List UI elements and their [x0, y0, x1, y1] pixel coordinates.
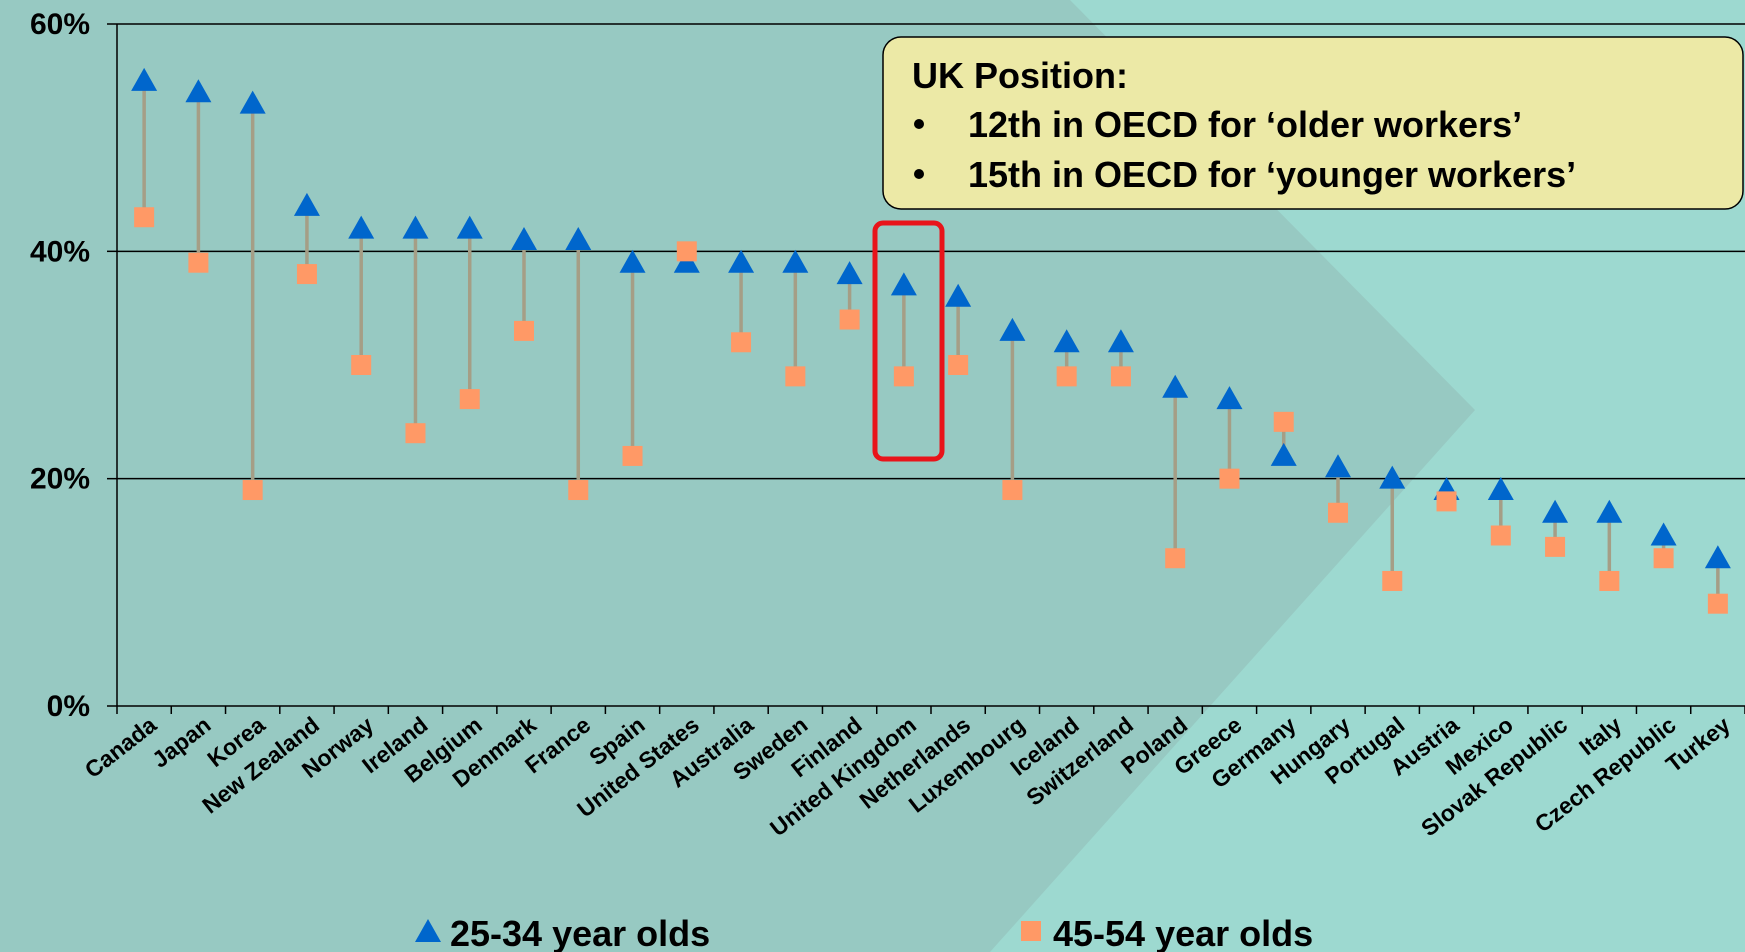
- square-marker: [622, 445, 643, 466]
- bullet: [914, 169, 924, 179]
- triangle-marker: [1270, 442, 1297, 466]
- triangle-marker: [1379, 465, 1406, 489]
- square-marker: [405, 423, 426, 444]
- annotation-item: 15th in OECD for ‘younger workers’: [968, 154, 1576, 195]
- y-tick-label: 60%: [30, 8, 90, 41]
- square-marker: [1545, 536, 1566, 557]
- triangle-marker: [239, 90, 266, 114]
- annotation-item: 12th in OECD for ‘older workers’: [968, 104, 1522, 145]
- triangle-marker: [293, 192, 320, 216]
- square-marker: [1165, 548, 1186, 569]
- y-tick-label: 20%: [30, 463, 90, 496]
- triangle-marker: [348, 215, 375, 239]
- triangle-marker: [1542, 499, 1569, 523]
- triangle-marker: [511, 226, 537, 250]
- square-marker: [459, 389, 480, 410]
- square-marker: [242, 480, 263, 501]
- square-marker: [1110, 366, 1131, 387]
- triangle-marker: [1053, 329, 1080, 353]
- square-marker: [1707, 593, 1728, 614]
- square-marker: [676, 241, 697, 262]
- square-marker: [1328, 502, 1348, 523]
- legend-marker: [415, 919, 441, 942]
- square-marker: [188, 252, 209, 273]
- triangle-marker: [999, 317, 1026, 341]
- triangle-marker: [185, 79, 212, 103]
- square-marker: [1002, 480, 1023, 501]
- triangle-marker: [1596, 499, 1623, 523]
- y-tick-label: 0%: [47, 690, 90, 723]
- triangle-marker: [1107, 329, 1134, 353]
- annotation-title: UK Position:: [912, 55, 1128, 96]
- triangle-marker: [619, 249, 646, 273]
- triangle-marker: [1704, 545, 1731, 569]
- square-marker: [296, 264, 317, 285]
- highlight-box: [872, 220, 945, 462]
- square-marker: [1490, 525, 1511, 546]
- annotation-box: [882, 36, 1744, 210]
- triangle-marker: [836, 261, 863, 285]
- triangle-marker: [1325, 454, 1351, 478]
- legend-label: 25-34 year olds: [450, 913, 710, 952]
- triangle-marker: [782, 249, 809, 273]
- square-marker: [839, 309, 860, 330]
- square-marker: [1056, 366, 1077, 387]
- triangle-marker: [565, 226, 592, 250]
- triangle-marker: [1650, 522, 1677, 546]
- square-marker: [1382, 570, 1403, 591]
- square-marker: [1219, 468, 1240, 489]
- triangle-marker: [945, 283, 972, 307]
- legend-label: 45-54 year olds: [1053, 913, 1313, 952]
- triangle-marker: [402, 215, 429, 239]
- bullet: [914, 119, 924, 129]
- square-marker: [568, 480, 589, 501]
- triangle-marker: [1162, 374, 1189, 398]
- square-marker: [1273, 411, 1294, 432]
- square-marker: [731, 332, 752, 353]
- legend-marker: [1021, 921, 1041, 941]
- square-marker: [1436, 491, 1457, 512]
- square-marker: [134, 207, 155, 228]
- square-marker: [351, 355, 372, 375]
- square-marker: [1599, 570, 1620, 591]
- square-marker: [785, 366, 806, 387]
- triangle-marker: [1487, 477, 1514, 501]
- square-marker: [514, 320, 534, 341]
- triangle-marker: [131, 67, 158, 91]
- y-tick-label: 40%: [30, 235, 90, 268]
- square-marker: [948, 355, 969, 375]
- triangle-marker: [456, 215, 483, 239]
- square-marker: [893, 366, 914, 387]
- triangle-marker: [728, 249, 755, 273]
- triangle-marker: [1216, 386, 1243, 410]
- square-marker: [1653, 548, 1674, 569]
- triangle-marker: [890, 272, 917, 296]
